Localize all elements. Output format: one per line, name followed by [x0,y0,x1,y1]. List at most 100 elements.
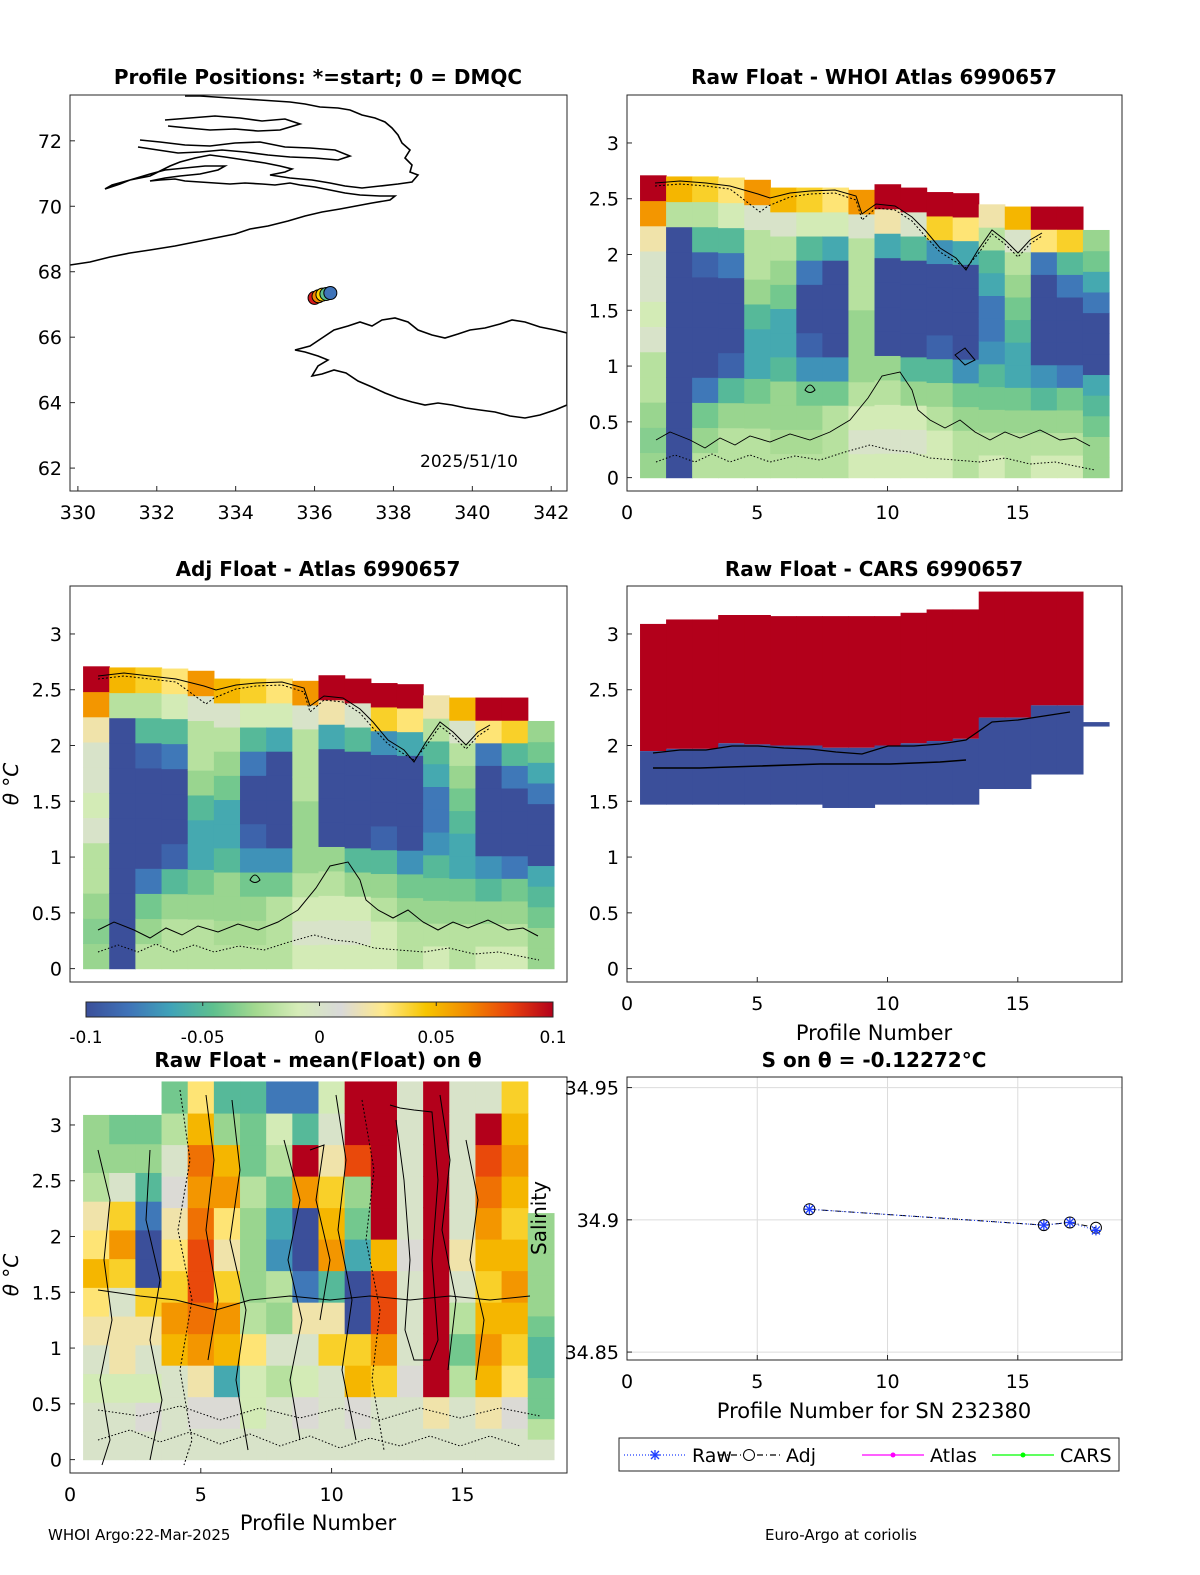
raw-mean-title: Raw Float - mean(Float) on θ [154,1048,481,1072]
heatmap-cell [187,1428,215,1461]
y-tick-label: 34.9 [577,1210,619,1232]
heatmap-cell [109,742,136,769]
heatmap-cell [449,1396,477,1429]
raw-whoi-axes-box [626,94,1123,492]
heatmap-cell [109,1287,136,1317]
positions-panel: Profile Positions: *=start; 0 = DMQC 202… [38,65,570,524]
heatmap-cell [796,453,823,479]
heatmap-cell [187,918,215,945]
raw-whoi-y-ticks: 0 0.5 1 1.5 2 2.5 3 [589,133,632,490]
heatmap-cell [213,1270,241,1303]
heatmap-cell [848,333,876,359]
x-tick-label: 334 [218,502,254,524]
heatmap-cell [1056,319,1084,343]
heatmap-cell [952,287,980,313]
y-tick-label: 34.85 [565,1342,619,1364]
heatmap-cell [501,946,529,970]
y-tick-label: 3 [50,1115,62,1137]
heatmap-cell [266,823,293,849]
adj-atlas-contours [97,672,540,961]
heatmap-cell [527,741,555,763]
heatmap-cell [109,1201,136,1231]
iceland-coast [294,317,567,419]
heatmap-cell [770,187,797,213]
heatmap-cell [135,868,163,894]
heatmap-cell [135,767,163,794]
heatmap-cell [370,1365,398,1398]
heatmap-cell [640,351,667,378]
heatmap-cell [822,616,850,748]
heatmap-cell [1004,717,1032,790]
heatmap-cell [978,454,1006,479]
heatmap-cell [952,240,980,265]
heatmap-cell [109,1344,136,1375]
heatmap-cell [83,1114,110,1145]
heatmap-cell [475,1207,503,1240]
heatmap-cell [718,452,745,479]
heatmap-cell [213,751,241,776]
y-tick-label: 0 [607,468,619,490]
heatmap-cell [692,176,719,203]
heatmap-cell [83,893,110,919]
adj-atlas-heatmap [83,666,555,970]
heatmap-cell [344,1333,372,1366]
heatmap-cell [344,1302,372,1335]
adj-series-line [809,1208,1097,1229]
heatmap-cell [423,809,450,833]
heatmap-cell [475,1302,503,1335]
heatmap-cell [822,308,850,334]
heatmap-cell [109,792,136,819]
heatmap-cell [926,453,954,479]
greenland-fjords [137,115,353,161]
heatmap-cell [213,1176,241,1209]
heatmap-cell [744,179,771,206]
heatmap-cell [187,1365,215,1398]
heatmap-cell [318,1270,346,1303]
heatmap-cell [370,683,398,708]
heatmap-cell [318,895,346,921]
heatmap-cell [666,251,693,278]
raw-series-line [809,1208,1097,1231]
heatmap-cell [135,1114,163,1145]
raw-point [1038,1220,1049,1231]
heatmap-cell [848,616,876,748]
heatmap-cell [978,249,1006,274]
heatmap-cell [640,301,667,328]
heatmap-cell [475,855,503,879]
heatmap-cell [718,615,745,744]
heatmap-cell [666,201,693,228]
heatmap-cell [423,923,450,947]
heatmap-cell [396,1396,424,1429]
raw-mean-contours [97,1089,541,1466]
heatmap-cell [978,363,1006,388]
heatmap-cell [848,285,876,311]
heatmap-cell [770,745,797,805]
heatmap-cell [135,1373,163,1403]
heatmap-cell [292,1302,320,1335]
heatmap-cell [187,1144,215,1177]
heatmap-cell [266,775,293,801]
heatmap-cell [266,847,293,873]
heatmap-cell [344,920,372,946]
heatmap-cell [318,919,346,945]
heatmap-cell [109,1430,136,1461]
heatmap-cell [1004,387,1032,411]
heatmap-cell [449,900,477,925]
heatmap-cell [266,799,293,825]
heatmap-cell [240,1081,267,1114]
heatmap-cell [318,1302,346,1335]
legend-marker [890,1452,896,1458]
heatmap-cell [83,867,110,894]
heatmap-cell [718,352,745,379]
legend-label: Raw [692,1445,732,1467]
heatmap-cell [240,920,267,946]
x-tick-label: 10 [319,1484,343,1506]
heatmap-cell [161,1333,189,1366]
heatmap-cell [527,1397,555,1420]
heatmap-cell [1030,319,1058,343]
y-tick-label: 1.5 [589,791,619,813]
raw-cars-y-ticks: 0 0.5 1 1.5 2 2.5 3 [589,624,632,981]
heatmap-cell [396,1270,424,1303]
heatmap-cell [1004,319,1032,343]
heatmap-cell [240,823,267,849]
